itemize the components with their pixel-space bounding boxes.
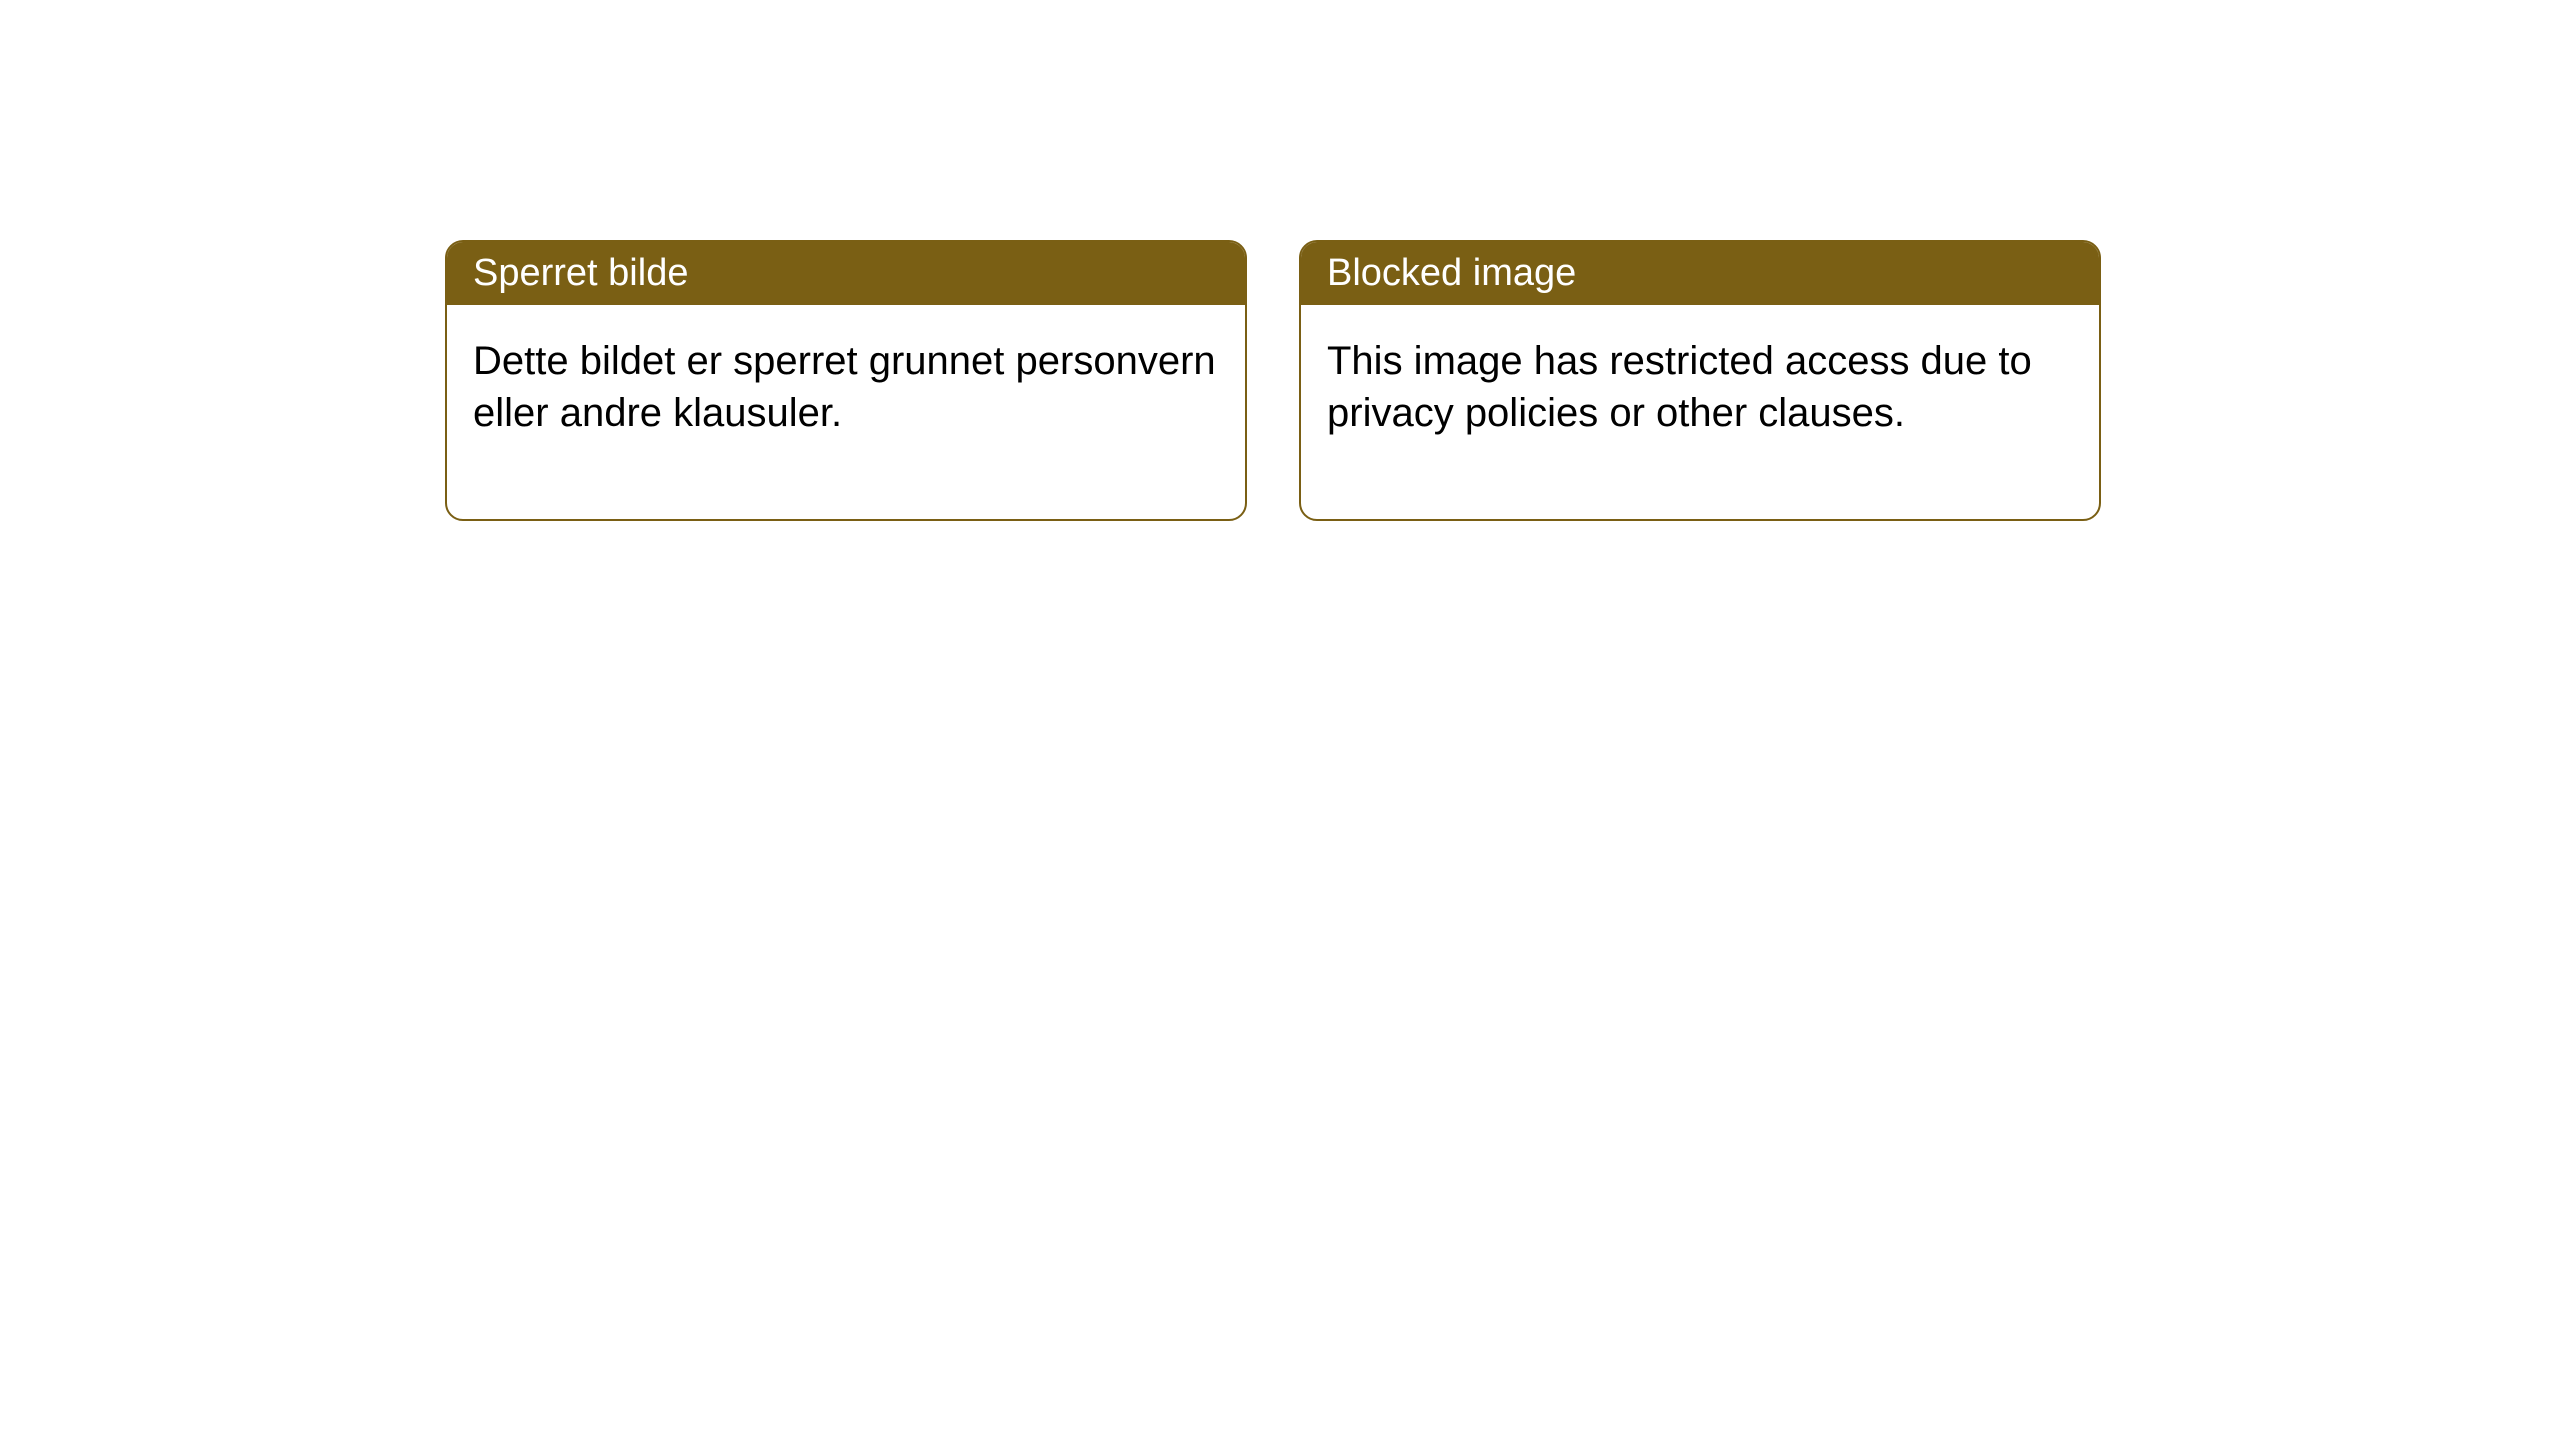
card-header-en: Blocked image xyxy=(1301,242,2099,305)
card-header-no: Sperret bilde xyxy=(447,242,1245,305)
card-body-no: Dette bildet er sperret grunnet personve… xyxy=(447,305,1245,519)
card-body-en: This image has restricted access due to … xyxy=(1301,305,2099,519)
cards-container: Sperret bilde Dette bildet er sperret gr… xyxy=(0,0,2560,521)
blocked-image-card-no: Sperret bilde Dette bildet er sperret gr… xyxy=(445,240,1247,521)
blocked-image-card-en: Blocked image This image has restricted … xyxy=(1299,240,2101,521)
